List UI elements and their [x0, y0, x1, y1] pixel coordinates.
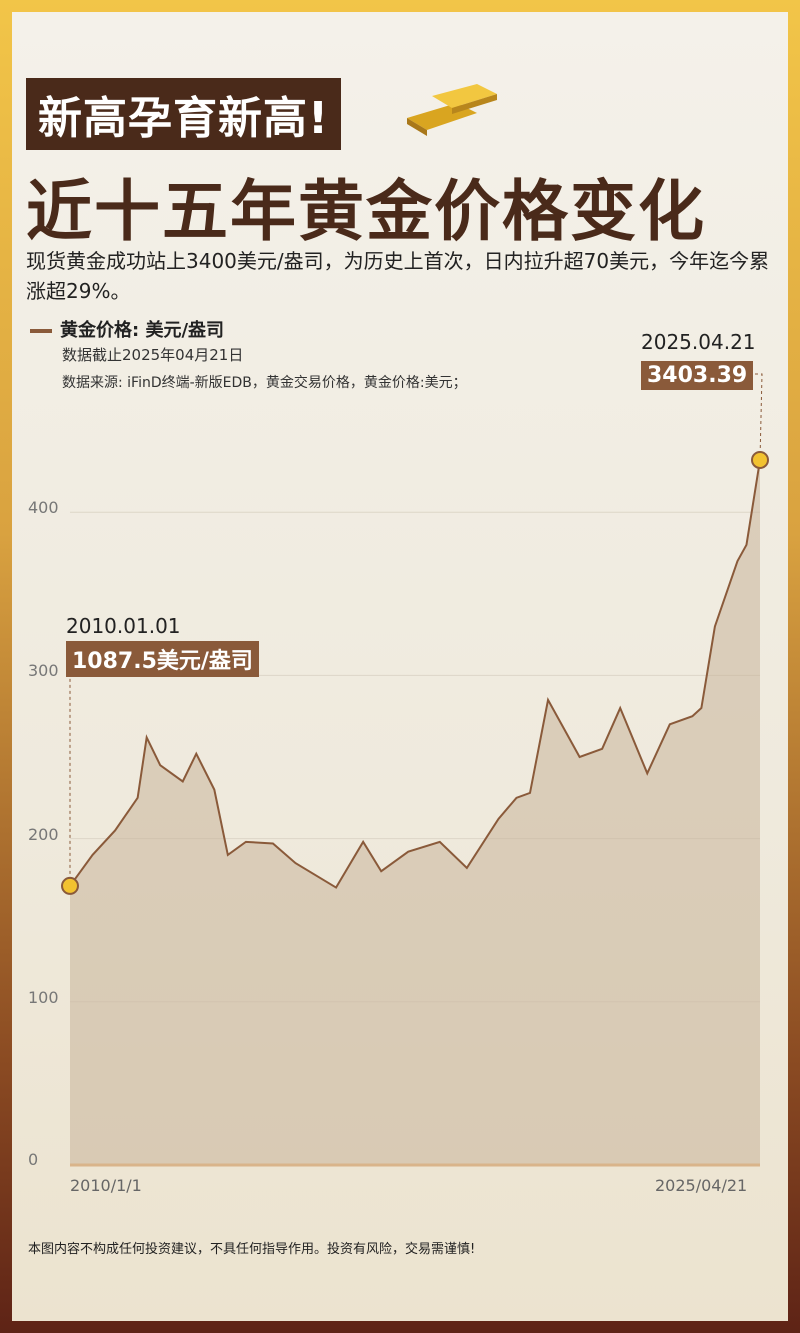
- as-of-date: 数据截止2025年04月21日: [62, 346, 244, 364]
- start-value-label: 1087.5美元/盎司: [66, 641, 259, 677]
- area-fill: [70, 459, 760, 1165]
- price-line: [69, 459, 761, 889]
- x-tick: 2010/1/1: [70, 1176, 142, 1195]
- y-tick: 400: [28, 498, 59, 517]
- start-marker: [61, 876, 79, 895]
- legend-swatch: [30, 329, 52, 333]
- legend: 黄金价格: 美元/盎司: [30, 316, 224, 342]
- leader-line: [750, 373, 763, 460]
- y-tick: 200: [28, 825, 59, 844]
- gold-bars-icon: [407, 84, 497, 136]
- end-date-label: 2025.04.21: [641, 330, 756, 354]
- page-title: 近十五年黄金价格变化: [26, 173, 706, 250]
- description: 现货黄金成功站上3400美元/盎司，为历史上首次，日内拉升超70美元，今年迄今累…: [26, 249, 770, 303]
- y-tick: 0: [28, 1150, 39, 1169]
- y-tick: 100: [28, 988, 59, 1007]
- y-tick: 300: [28, 661, 59, 680]
- x-tick: 2025/04/21: [655, 1176, 748, 1195]
- end-value-label: 3403.39: [641, 361, 754, 390]
- disclaimer: 本图内容不构成任何投资建议，不具任何指导作用。投资有风险，交易需谨慎!: [28, 1242, 476, 1257]
- start-date-label: 2010.01.01: [66, 614, 181, 638]
- end-marker: [751, 450, 769, 469]
- headline-badge: 新高孕育新高!: [26, 78, 342, 150]
- legend-label: 黄金价格: 美元/盎司: [60, 320, 225, 341]
- data-source: 数据来源: iFinD终端-新版EDB，黄金交易价格，黄金价格:美元；: [62, 375, 467, 391]
